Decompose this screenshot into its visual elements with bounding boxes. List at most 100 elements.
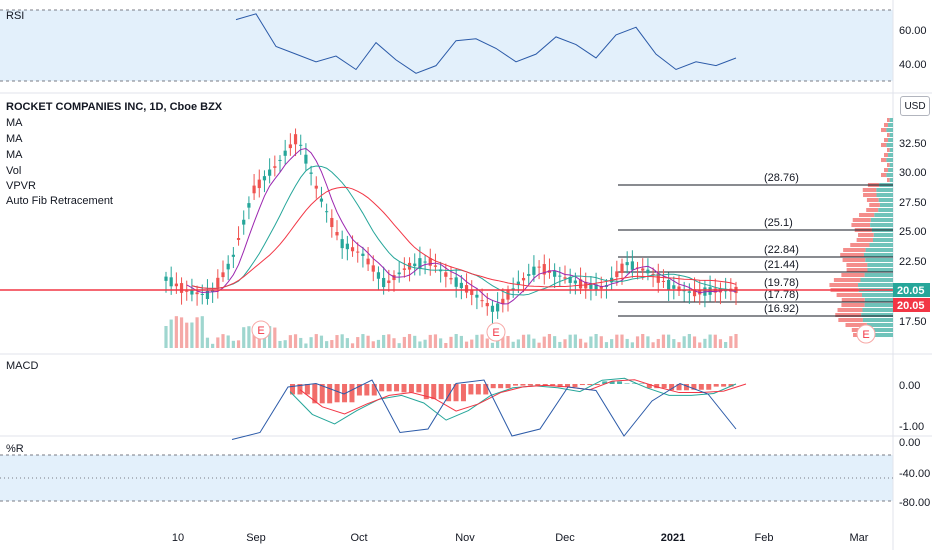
volume-bar [299, 337, 303, 348]
candle [635, 261, 640, 280]
svg-text:20.05: 20.05 [897, 285, 925, 297]
candle [262, 170, 267, 193]
vpvr-bar [874, 213, 893, 217]
volume-bar [200, 316, 204, 348]
candle [527, 263, 531, 286]
volume-bar [345, 338, 349, 348]
macd-bar [654, 384, 660, 389]
fib-level: (16.92) [618, 303, 893, 317]
volume-bar [268, 326, 272, 348]
currency-button[interactable]: USD [900, 96, 930, 116]
macd-bar [438, 384, 444, 400]
macd-bar [460, 384, 466, 402]
vpvr-bar [841, 303, 865, 307]
macd-bar [639, 383, 645, 384]
price-tick: 32.50 [899, 138, 927, 150]
volume-bar [547, 334, 552, 348]
macd-bar [498, 384, 504, 389]
candle [589, 276, 593, 301]
vpvr-bar [869, 243, 893, 247]
volume-bar [205, 337, 210, 348]
candle [309, 165, 313, 186]
volume-bar [444, 342, 448, 348]
vpvr-bar [850, 243, 870, 247]
volume-bar [692, 336, 697, 348]
vpvr-bar [881, 173, 887, 177]
macd-bar [728, 384, 734, 387]
candle [547, 258, 552, 279]
vpvr-bar [864, 298, 893, 302]
volume-bar [542, 336, 546, 348]
macd-bar [565, 384, 571, 388]
vpvr-bar [865, 248, 893, 252]
volume-bar [667, 334, 671, 348]
candle [459, 275, 463, 300]
volume-bar [226, 335, 230, 348]
volume-bar [293, 334, 298, 348]
candle [242, 210, 246, 235]
indicator-label: Auto Fib Retracement [6, 195, 113, 207]
rsi-line [235, 13, 737, 74]
vpvr-bar [887, 178, 890, 182]
candle [345, 235, 349, 261]
macd-bar [431, 384, 437, 400]
rsi-tick: 40.00 [899, 59, 927, 71]
volume-bar [703, 338, 707, 348]
earnings-marker[interactable]: E [251, 320, 271, 340]
vpvr-bar [884, 168, 889, 172]
macd-bar [312, 384, 318, 404]
candle [656, 263, 660, 293]
candle [594, 272, 598, 296]
candle [672, 276, 676, 300]
volume-bar [423, 339, 427, 348]
volume-bar [501, 334, 505, 348]
volume-bar [335, 335, 339, 348]
volume-bar [402, 336, 406, 348]
macd-bar [676, 384, 682, 391]
volume-bar [521, 334, 526, 348]
volume-bar [314, 334, 318, 348]
macd-bar [297, 384, 303, 395]
svg-text:E: E [492, 327, 499, 339]
fib-label: (28.76) [764, 172, 799, 184]
vpvr-bar [873, 233, 893, 237]
volume-bar [724, 341, 728, 348]
macd-bar [698, 384, 704, 390]
candle [475, 287, 479, 310]
candle [682, 281, 686, 302]
vpvr-bar [862, 188, 877, 192]
candle [299, 134, 303, 155]
moving-averages [186, 147, 737, 305]
volume-bar [516, 339, 520, 348]
vpvr-bar [867, 263, 893, 267]
candle [376, 266, 381, 291]
volume-bar [397, 343, 401, 348]
macd-bar [349, 384, 355, 403]
macd-bar [594, 384, 600, 386]
vpvr-bar [871, 333, 893, 337]
volume-bar [506, 336, 510, 348]
earnings-marker[interactable]: E [486, 322, 506, 342]
volume-bar [433, 334, 438, 348]
macd-bar [721, 384, 727, 387]
earnings-marker[interactable]: E [856, 324, 876, 344]
volume-bar [527, 334, 531, 348]
macd-bar [319, 384, 325, 404]
vpvr-bar [842, 258, 866, 262]
ma-line [186, 147, 737, 305]
x-tick: Oct [350, 532, 367, 544]
macd-bar [513, 384, 518, 386]
volume-bar [682, 336, 686, 348]
candle [496, 292, 500, 319]
candle [356, 242, 360, 263]
volume-bar [231, 340, 235, 348]
signal-line [299, 379, 747, 415]
vpvr-bar [835, 313, 862, 317]
volume-bar [625, 338, 629, 348]
candle [371, 255, 375, 282]
volume-bar [641, 334, 645, 348]
vpvr-bar [858, 233, 874, 237]
rsi-pane [235, 13, 737, 74]
volume-bar [340, 334, 344, 348]
volume-bar [190, 322, 194, 348]
